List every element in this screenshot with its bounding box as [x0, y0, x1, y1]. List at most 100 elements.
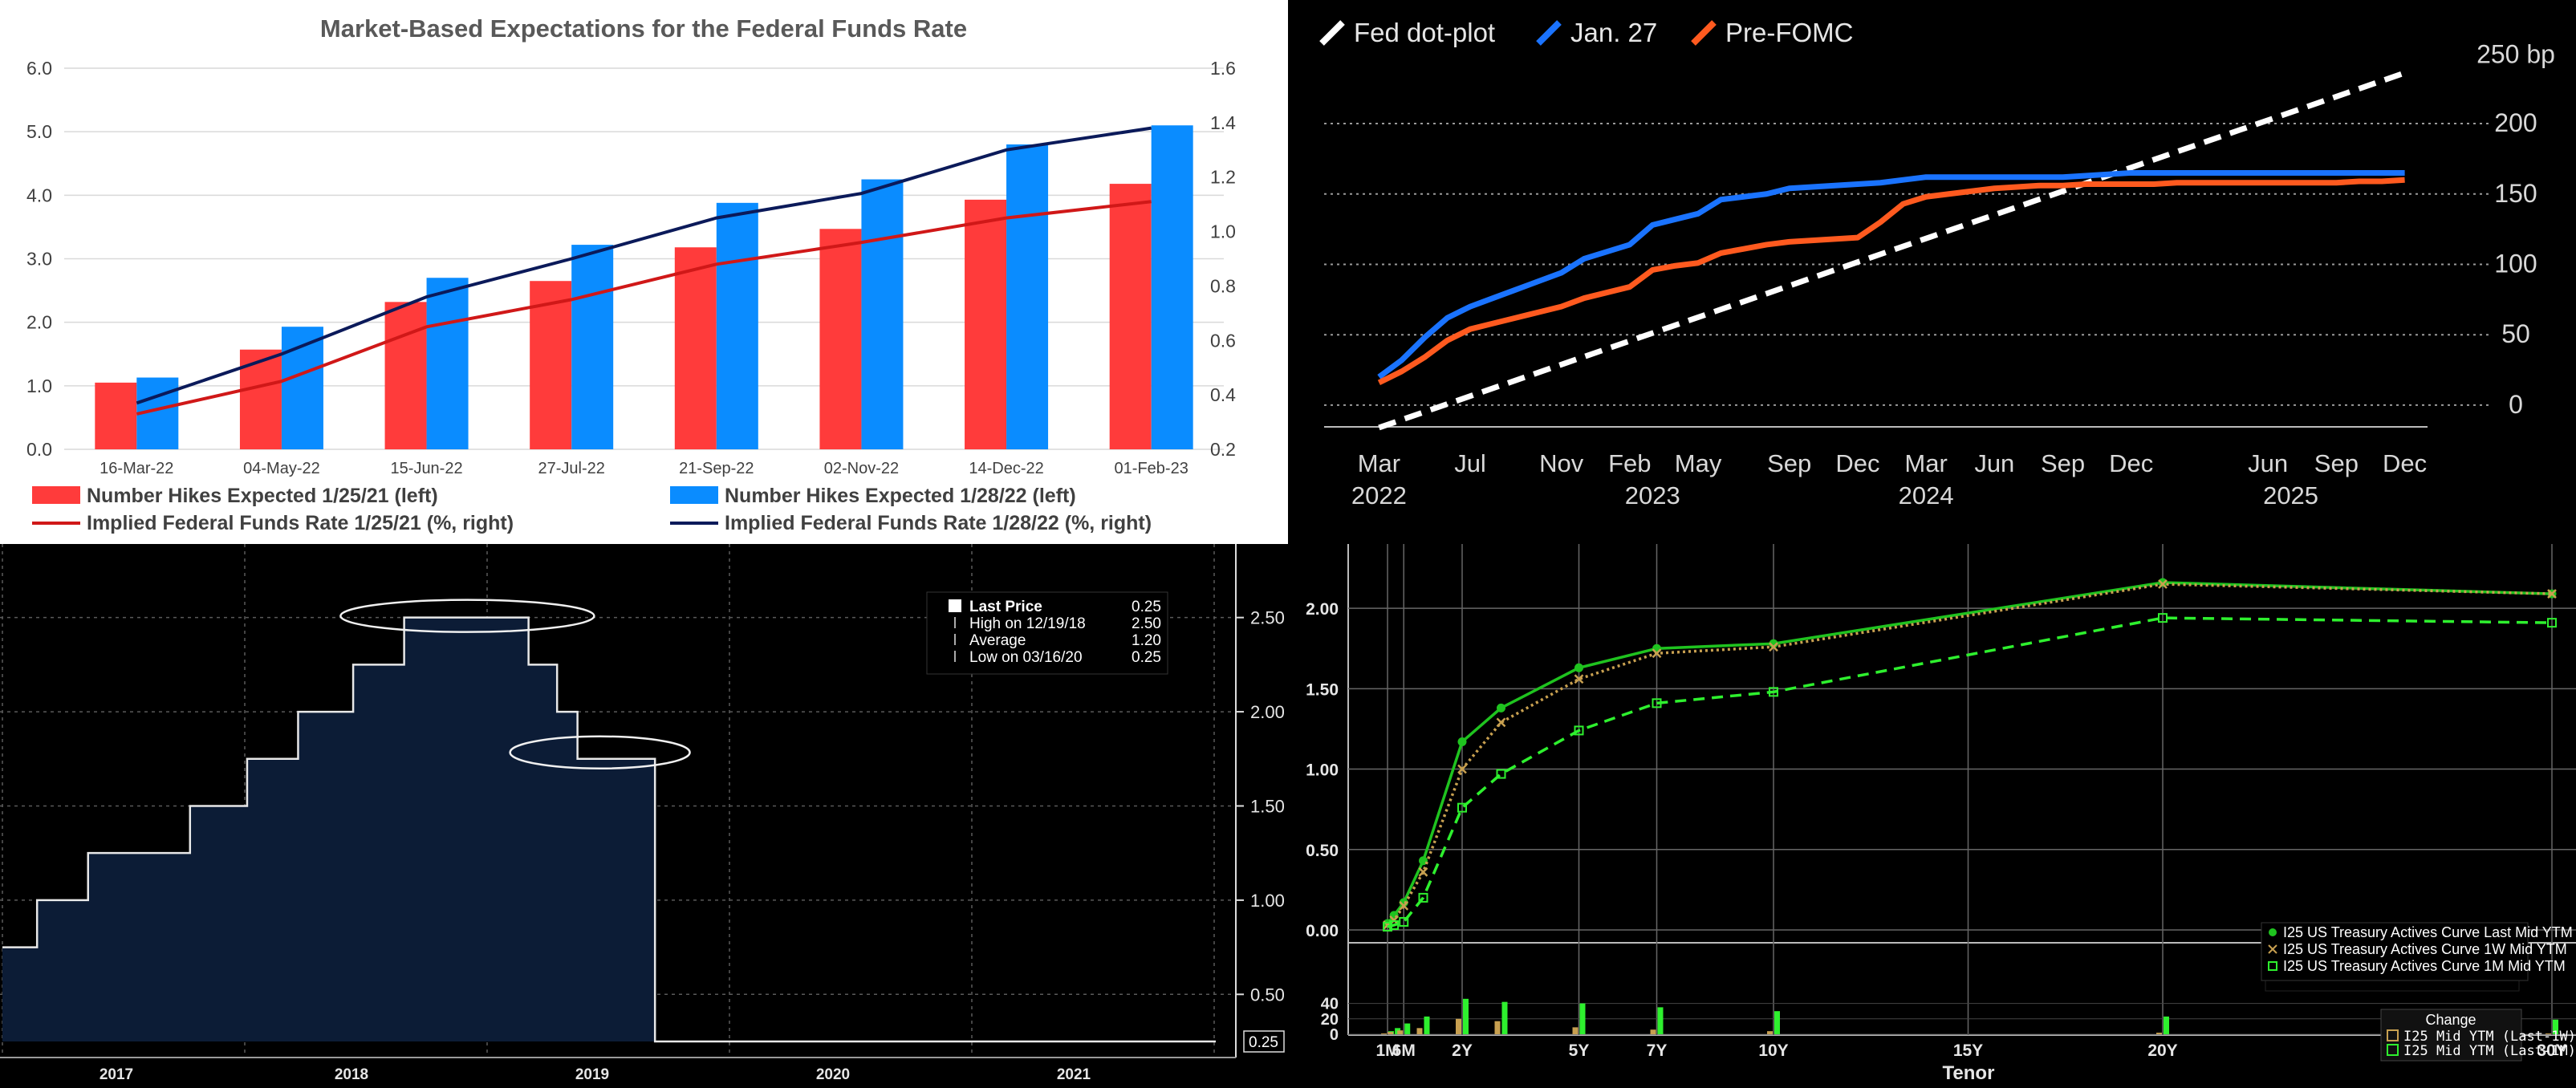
x-axis-title: Tenor [1943, 1062, 1995, 1084]
legend-label: High on 12/19/18 [969, 615, 1086, 632]
legend-value: 2.50 [1132, 615, 1161, 632]
lower-y-tick-label: 0 [1330, 1026, 1339, 1044]
month-label: May [1675, 449, 1722, 477]
year-label: 2025 [2263, 481, 2318, 509]
legend-swatch [1536, 20, 1562, 46]
axis-unit-label: 250 bp [2476, 39, 2555, 68]
legend-label: I25 US Treasury Actives Curve 1W Mid YTM [2283, 941, 2567, 957]
series-line [1377, 177, 2405, 385]
change-bar [1657, 1007, 1664, 1034]
left-tick-label: 4.0 [26, 185, 52, 205]
curve-point [1652, 698, 1662, 708]
curve-point [1574, 725, 1584, 736]
change-bar [1494, 1021, 1501, 1034]
legend-value: 1.20 [1132, 632, 1161, 649]
change-bar [1463, 998, 1469, 1034]
curve-point [1574, 663, 1583, 672]
category-label: 21-Sep-22 [679, 460, 754, 477]
change-bar [1501, 1001, 1508, 1034]
highlight-ellipse [339, 599, 595, 633]
change-bar [1774, 1011, 1780, 1034]
y-tick-label: 2.50 [1250, 608, 1285, 628]
y-tick-label: 1.50 [1250, 796, 1285, 816]
legend-label: Pre-FOMC [1725, 18, 1854, 47]
bar [674, 247, 717, 449]
y-tick-label: 0 [2509, 390, 2523, 419]
year-label: 2024 [1899, 481, 1954, 509]
tenor-label: 30Y [2537, 1041, 2566, 1060]
legend-swatch [2269, 928, 2277, 936]
change-legend-label: I25 Mid YTM (Last-1W) [2403, 1029, 2576, 1045]
change-bar [2164, 1016, 2169, 1034]
bar [1109, 184, 1152, 450]
bar [426, 278, 469, 449]
curve-line [1387, 616, 2553, 928]
month-label: Mar [1904, 449, 1947, 477]
month-label: Nov [1539, 449, 1584, 477]
change-legend-title: Change [2425, 1012, 2476, 1028]
change-bar [1579, 1003, 1586, 1034]
month-label: Dec [1835, 449, 1879, 477]
year-label: 2022 [1351, 481, 1407, 509]
legend-swatch [2387, 1044, 2399, 1056]
tenor-label: 2Y [1452, 1041, 1473, 1060]
tenor-label: 20Y [2147, 1041, 2177, 1060]
change-bar [1650, 1029, 1656, 1034]
y-tick-label: 0.50 [1306, 842, 1339, 860]
curve-point [1769, 642, 1778, 652]
curve-point [1457, 764, 1467, 774]
series-line [1377, 169, 2405, 380]
month-label: Sep [2314, 449, 2359, 477]
y-tick-label: 150 [2494, 179, 2537, 208]
legend-label: Fed dot-plot [1354, 18, 1495, 47]
curve-point [1399, 901, 1409, 911]
y-tick-label: 0.50 [1250, 984, 1285, 1005]
change-legend-label: I25 Mid YTM (Last-1M) [2403, 1043, 2576, 1059]
y-tick-label: 1.00 [1306, 761, 1339, 780]
legend-label: I25 US Treasury Actives Curve Last Mid Y… [2283, 924, 2576, 940]
y-tick-label: 2.00 [1250, 702, 1285, 722]
bar [819, 229, 862, 449]
curve-point [1383, 921, 1393, 932]
right-tick-label: 0.8 [1210, 275, 1236, 296]
last-price-tag-box [1243, 1030, 1285, 1053]
curve-point [1399, 916, 1409, 927]
right-tick-label: 0.4 [1210, 384, 1236, 405]
curve-line [1386, 581, 2553, 925]
lower-y-tick-label: 20 [1321, 1011, 1339, 1029]
treasury-curve-chart: 1M 6M 2Y 5Y 7Y 10Y 15Y 20Y 30Y Tenor 0.00 0.50 1.00 1… [1288, 544, 2576, 1088]
highlight-ellipse [509, 735, 691, 770]
change-bar [1404, 1023, 1411, 1034]
legend-swatch [670, 486, 718, 504]
change-bar [2156, 1033, 2162, 1034]
change-bar [1388, 1032, 1394, 1034]
month-label: Jul [1454, 449, 1486, 477]
curve-point [2158, 578, 2168, 587]
bar [716, 202, 758, 450]
fed-funds-expectations-chart: Market-Based Expectations for the Federa… [0, 0, 1288, 544]
tenor-label: 6M [1392, 1041, 1416, 1060]
year-label: 2021 [1057, 1066, 1091, 1083]
month-label: Sep [2041, 449, 2085, 477]
left-tick-label: 6.0 [26, 58, 52, 79]
tenor-label: 7Y [1647, 1041, 1668, 1060]
right-tick-label: 1.4 [1210, 112, 1236, 133]
left-tick-label: 1.0 [26, 376, 52, 396]
y-tick-label: 2.00 [1306, 600, 1339, 619]
category-label: 01-Feb-23 [1115, 460, 1188, 477]
bar [384, 302, 427, 449]
month-label: Mar [1358, 449, 1400, 477]
month-label: Feb [1608, 449, 1651, 477]
fed-funds-history-chart: 0.50 1.00 1.50 2.00 2.50 0.25 2017 2018 2019 2020… [0, 544, 1288, 1088]
curve-point [1497, 703, 1505, 712]
series-line [136, 200, 1152, 416]
curve-point [1457, 737, 1467, 746]
legend-value: 0.25 [1132, 649, 1161, 666]
bar [1006, 144, 1049, 449]
month-label: Jun [1974, 449, 2014, 477]
year-label: 2023 [1625, 481, 1680, 509]
curve-point [1496, 717, 1506, 728]
category-label: 15-Jun-22 [391, 460, 463, 477]
curve-point [1389, 920, 1400, 930]
right-tick-label: 1.6 [1210, 58, 1236, 79]
